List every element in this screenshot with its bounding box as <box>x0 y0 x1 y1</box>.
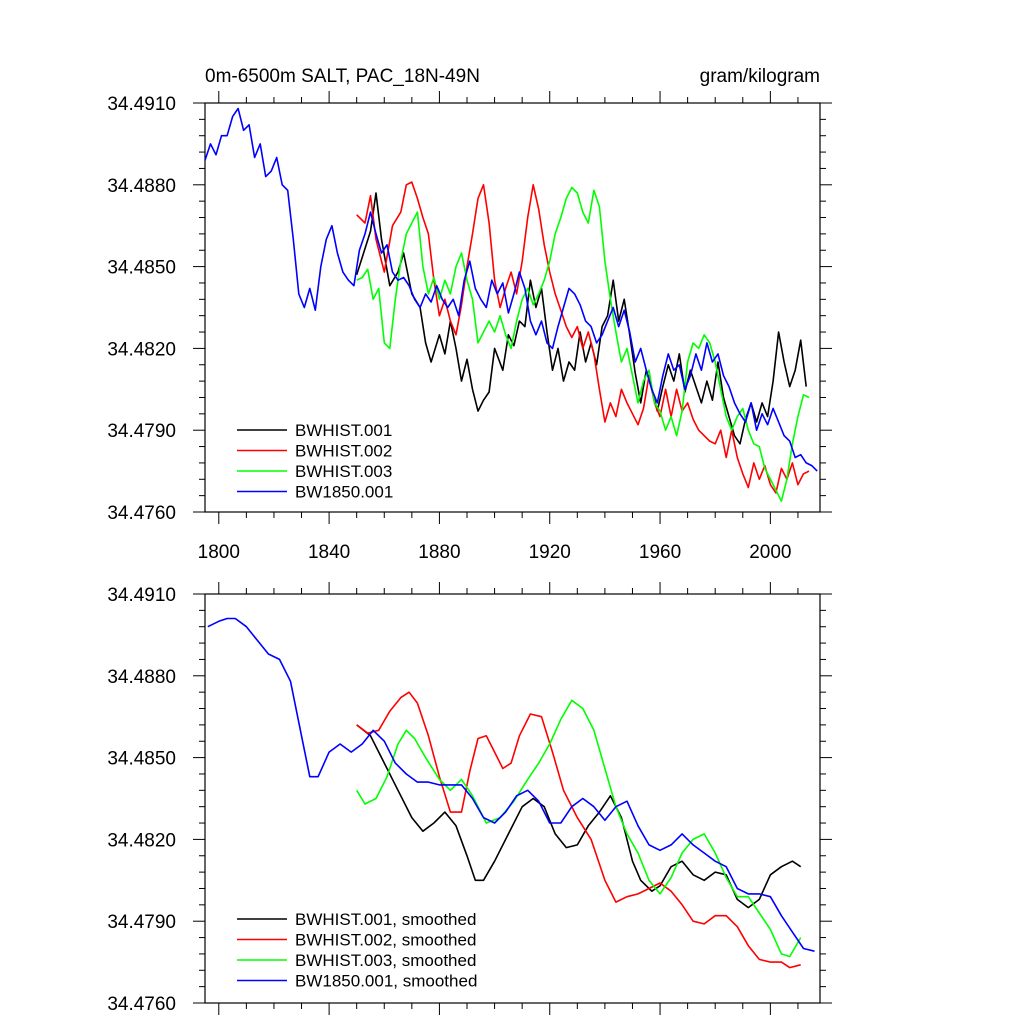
series-line <box>356 691 801 969</box>
legend-label: BWHIST.002 <box>295 442 392 461</box>
series-line <box>204 107 818 472</box>
top-panel: 34.4760 34.4790 34.4820 34.4850 34.4880 34.49… <box>107 91 832 563</box>
legend-label: BW1850.001 <box>295 483 393 502</box>
y-tick-label: 34.4880 <box>107 176 176 197</box>
y-tick-label: 34.4760 <box>107 994 176 1015</box>
legend-label: BWHIST.001 <box>295 421 392 440</box>
y-tick-label: 34.4850 <box>107 258 176 279</box>
legend-label: BWHIST.003 <box>295 462 392 481</box>
y-tick-label: 34.4850 <box>107 749 176 770</box>
y-tick-label: 34.4820 <box>107 339 176 360</box>
series-line <box>356 186 810 502</box>
x-tick-label: 1920 <box>529 542 571 563</box>
x-tick-label: 1960 <box>639 542 681 563</box>
bottom-panel: 34.4760 34.4790 34.4820 34.4850 34.4880 34.49… <box>107 582 832 1015</box>
legend-label: BWHIST.003, smoothed <box>295 951 476 970</box>
y-tick-label: 34.4790 <box>107 421 176 442</box>
y-tick-label: 34.4910 <box>107 585 176 606</box>
x-tick-label: 1840 <box>308 542 350 563</box>
legend-label: BW1850.001, smoothed <box>295 972 477 991</box>
y-tick-label: 34.4820 <box>107 830 176 851</box>
series-line <box>356 181 810 494</box>
series-line <box>356 699 802 958</box>
legend-label: BWHIST.002, smoothed <box>295 931 476 950</box>
y-tick-label: 34.4790 <box>107 912 176 933</box>
x-tick-label: 2000 <box>749 542 791 563</box>
plot-frame <box>204 102 821 513</box>
y-tick-label: 34.4910 <box>107 94 176 115</box>
plot-frame <box>204 593 821 1004</box>
x-tick-label: 1880 <box>418 542 460 563</box>
y-tick-label: 34.4760 <box>107 503 176 524</box>
legend-label: BWHIST.001, smoothed <box>295 910 476 929</box>
series-line <box>207 617 815 952</box>
units-label: gram/kilogram <box>700 66 820 87</box>
x-tick-label: 1800 <box>198 542 240 563</box>
series-line <box>355 192 807 445</box>
chart-title: 0m-6500m SALT, PAC_18N-49N <box>205 66 480 87</box>
y-tick-label: 34.4880 <box>107 667 176 688</box>
